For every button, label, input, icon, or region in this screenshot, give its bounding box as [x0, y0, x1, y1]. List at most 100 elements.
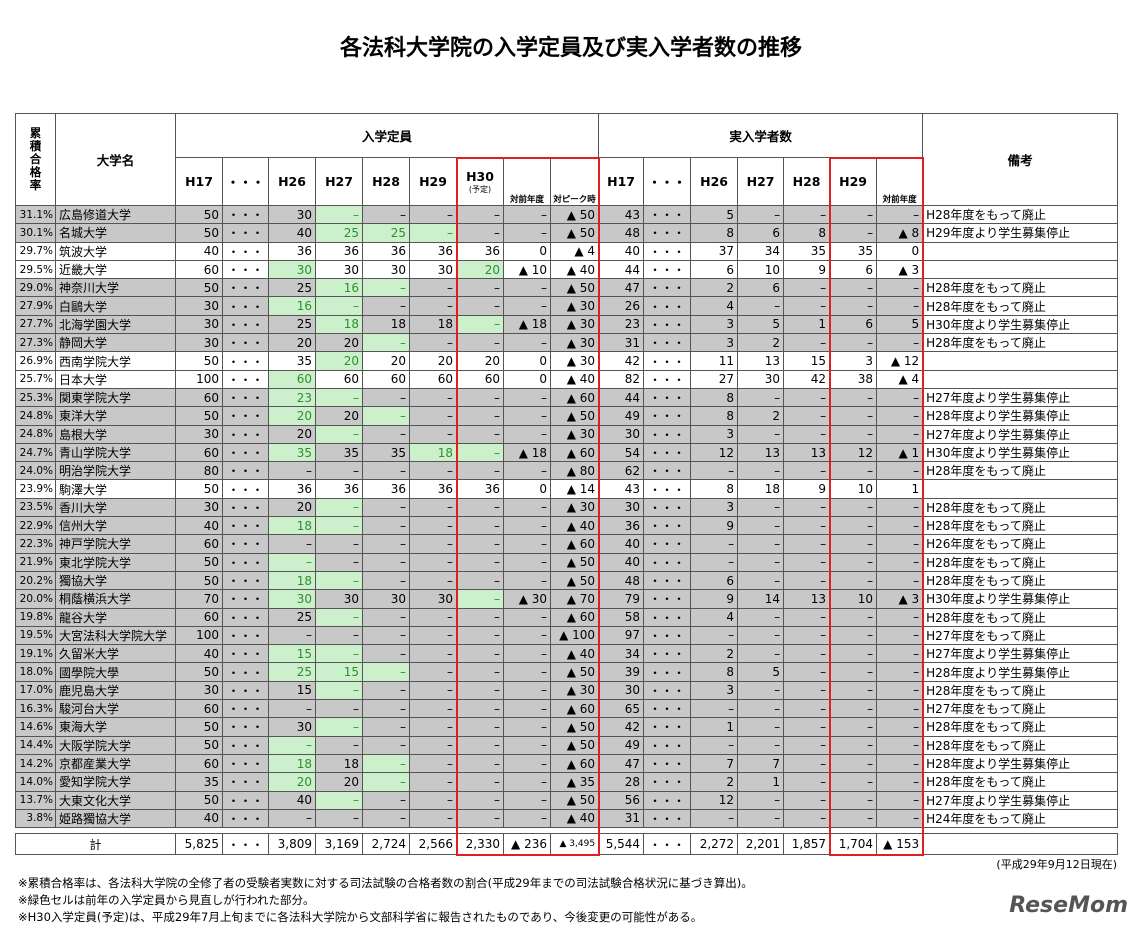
cell: ・・・ [222, 552, 269, 572]
cell: – [690, 625, 739, 646]
cell: 30 [598, 497, 645, 518]
university-name: 東洋大学 [55, 406, 176, 426]
cell: 30 [362, 259, 410, 280]
column-header: ・・・ [222, 157, 269, 206]
university-name: 香川大学 [55, 497, 176, 518]
cell: ・・・ [222, 204, 269, 225]
cell: 15 [315, 662, 363, 682]
pass-rate: 25.7% [15, 369, 56, 389]
cell: 8 [690, 387, 739, 408]
cell: – [876, 735, 924, 755]
cell: 0 [503, 241, 551, 261]
university-name: 筑波大学 [55, 241, 176, 261]
cell: – [503, 204, 551, 225]
total-cell: ・・・ [222, 833, 269, 856]
cell: ▲ 4 [876, 369, 924, 389]
cell: 0 [876, 241, 924, 261]
column-header: H17 [175, 157, 223, 206]
cell: ・・・ [222, 772, 269, 792]
pass-rate: 27.3% [15, 333, 56, 353]
column-header: H28 [362, 157, 410, 206]
cell: 36 [315, 479, 363, 499]
cell: 30 [362, 589, 410, 609]
cell: ・・・ [643, 735, 692, 755]
cell: ・・・ [222, 516, 269, 536]
cell: 1 [690, 717, 739, 737]
cell: – [362, 387, 410, 408]
remark [922, 351, 1119, 371]
university-name: 愛知学院大学 [55, 772, 176, 792]
column-header: H17 [598, 157, 645, 206]
pass-rate: 24.8% [15, 406, 56, 426]
cell: ・・・ [222, 314, 269, 335]
cell: – [783, 717, 831, 737]
cell: – [876, 644, 924, 664]
university-name: 信州大学 [55, 516, 176, 536]
cell: ▲ 80 [549, 461, 600, 481]
cell: 3 [690, 424, 739, 444]
cell: 40 [598, 241, 645, 261]
cell: – [876, 808, 924, 829]
cell: – [409, 223, 457, 243]
cell: 50 [175, 570, 223, 591]
cell: – [876, 625, 924, 646]
cell: 40 [175, 808, 223, 829]
cell: ・・・ [643, 644, 692, 664]
cell: – [456, 570, 504, 591]
cell: – [409, 516, 457, 536]
column-label: H30 [466, 168, 494, 184]
cell: 36 [456, 479, 504, 499]
cell: – [783, 497, 831, 518]
total-cell: ▲ 236 [503, 833, 551, 856]
cell: – [783, 516, 831, 536]
university-name: 駒澤大学 [55, 479, 176, 499]
cell: ・・・ [643, 204, 692, 225]
cell: 60 [409, 369, 457, 389]
cell: – [783, 333, 831, 353]
cell: – [829, 497, 878, 518]
cell: – [456, 589, 504, 609]
university-name: 神戸学院大学 [55, 534, 176, 554]
cell: – [737, 387, 785, 408]
column-label: 対前年度 [882, 195, 917, 205]
pass-rate: 21.9% [15, 552, 56, 572]
cell: ・・・ [222, 296, 269, 316]
cell: ▲ 12 [876, 351, 924, 371]
cell: – [829, 516, 878, 536]
cell: – [876, 699, 924, 719]
cell: – [315, 424, 363, 444]
remark: H27年度より学生募集停止 [922, 424, 1119, 444]
cell: ・・・ [222, 570, 269, 591]
pass-rate: 19.1% [15, 644, 56, 664]
cell: 25 [362, 223, 410, 243]
cell: 10 [829, 589, 878, 609]
cell: 18 [268, 516, 316, 536]
cell: – [783, 699, 831, 719]
cell: – [737, 516, 785, 536]
cell: 30 [737, 369, 785, 389]
cell: – [456, 204, 504, 225]
cell: – [456, 314, 504, 335]
cell: – [409, 204, 457, 225]
cell: 56 [598, 790, 645, 810]
cell: ▲ 50 [549, 223, 600, 243]
cell: 8 [783, 223, 831, 243]
remark: H28年度より学生募集停止 [922, 753, 1119, 774]
cell: – [456, 735, 504, 755]
cell: 97 [598, 625, 645, 646]
cell: 20 [315, 333, 363, 353]
pass-rate: 19.8% [15, 607, 56, 627]
cell: – [315, 497, 363, 518]
cell: – [829, 296, 878, 316]
cell: – [783, 644, 831, 664]
cell: 27 [690, 369, 739, 389]
cell: ▲ 10 [503, 259, 551, 280]
remark: H28年度をもって廃止 [922, 607, 1119, 627]
pass-rate: 27.7% [15, 314, 56, 335]
cell: – [503, 278, 551, 298]
cell: ▲ 40 [549, 644, 600, 664]
cell: – [456, 461, 504, 481]
cell: 5 [737, 662, 785, 682]
cell: – [456, 753, 504, 774]
cell: 80 [175, 461, 223, 481]
